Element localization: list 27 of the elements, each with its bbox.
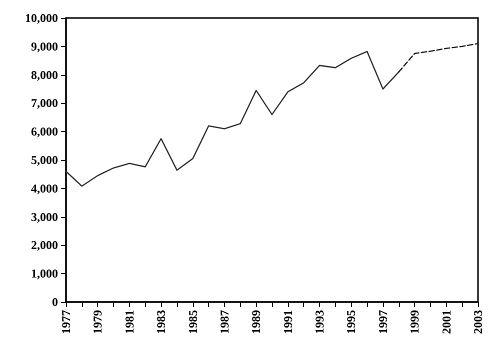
line-series (65, 50, 400, 187)
x-tick-label: 2001 (439, 310, 454, 334)
x-tick-label: 1989 (249, 310, 264, 334)
x-tick-label: 1995 (344, 310, 358, 334)
y-tick-label: 9,000 (31, 39, 58, 54)
line-series (398, 42, 479, 73)
x-tick-label: 2003 (471, 310, 485, 334)
x-tick-label: 1985 (186, 310, 200, 334)
x-tick-label: 1983 (154, 310, 168, 334)
y-tick-label: 5,000 (31, 153, 58, 167)
y-tick-label: 0 (52, 295, 58, 309)
y-tick-label: 6,000 (31, 124, 58, 139)
x-tick-label: 1981 (122, 310, 136, 334)
x-tick-label: 1987 (217, 310, 232, 334)
x-tick-label: 1979 (90, 310, 105, 334)
x-tick-label: 1977 (59, 310, 73, 334)
y-tick-label: 4,000 (31, 181, 58, 196)
x-tick-label: 1991 (280, 310, 295, 334)
y-tick-label: 7,000 (31, 96, 58, 110)
x-tick-label: 1999 (408, 310, 422, 334)
y-tick-label: 2,000 (31, 238, 58, 252)
x-tick-label: 1997 (376, 310, 390, 334)
y-tick-label: 10,000 (25, 11, 58, 25)
y-tick-label: 1,000 (31, 266, 58, 281)
y-tick-label: 3,000 (31, 210, 58, 224)
x-tick-label: 1993 (312, 310, 327, 334)
y-tick-label: 8,000 (31, 68, 58, 82)
